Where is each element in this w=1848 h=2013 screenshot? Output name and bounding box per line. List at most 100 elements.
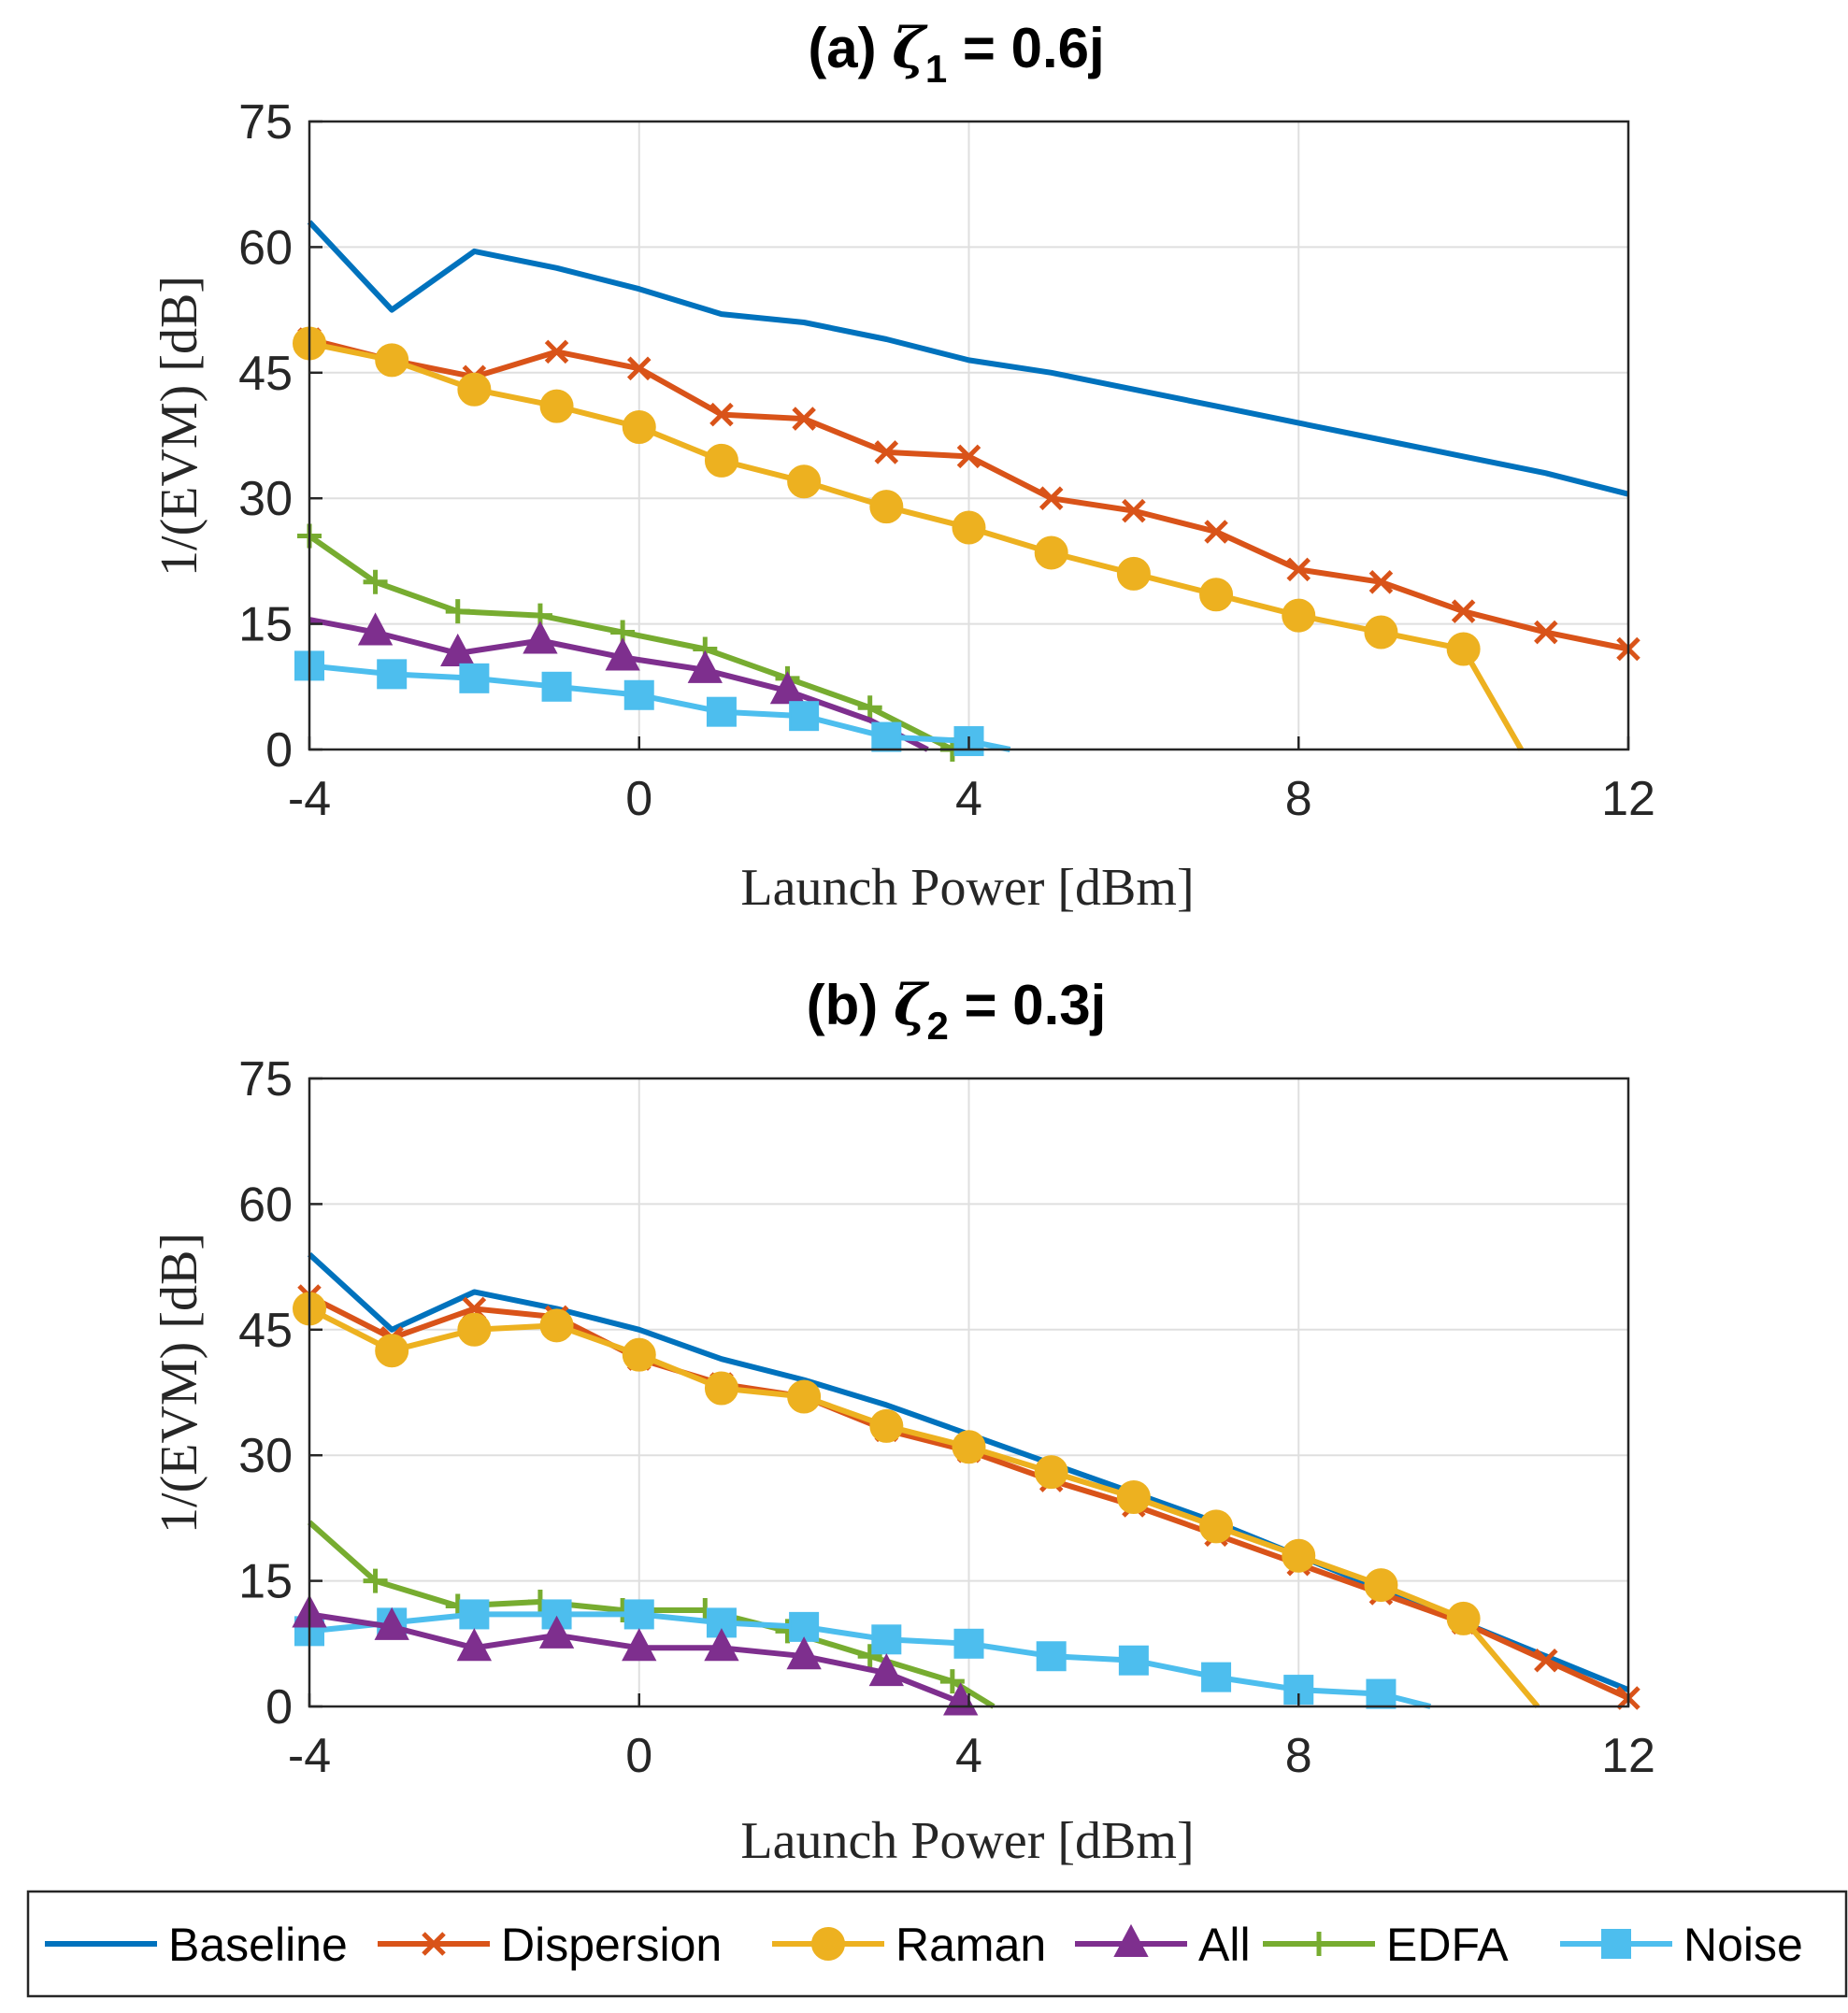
chart-b-noise-point [1118, 1645, 1149, 1676]
chart-a-grid [308, 121, 1629, 750]
chart-a-xtick-label: 4 [955, 772, 982, 826]
chart-b-raman-point [539, 1308, 574, 1343]
chart-b-raman-point [622, 1337, 656, 1372]
chart-b-raman-point [1034, 1455, 1068, 1490]
chart-b-dispersion-point [1534, 1648, 1558, 1673]
chart-a-dispersion-point [956, 444, 981, 469]
legend-edfa-label: EDFA [1386, 1919, 1509, 1971]
chart-a-all-point [769, 671, 806, 705]
chart-a-dispersion-point [544, 339, 569, 364]
chart-b-raman-point [952, 1430, 986, 1464]
chart-a-series-raman [293, 326, 1525, 751]
chart-a-raman-point [457, 372, 492, 407]
chart-a-raman-point [1364, 615, 1398, 650]
chart-a-raman-point [539, 389, 574, 423]
chart-b-title: (b) ζ2 = 0.3j [807, 973, 1107, 1048]
chart-b-ytick-label: 15 [238, 1555, 293, 1609]
chart-a-xtick-label: -4 [288, 772, 331, 826]
chart-b-raman-point [1364, 1568, 1398, 1603]
chart-b-xlabel: Launch Power [dBm] [740, 1812, 1194, 1870]
legend-box [26, 1890, 1848, 1998]
chart-a-all-point [687, 650, 723, 683]
chart-a-all-point [523, 621, 558, 654]
chart-b-raman-point [457, 1312, 492, 1347]
chart-a-ytick-label: 60 [238, 221, 293, 275]
chart-a-raman-point [1446, 632, 1481, 666]
chart-b-raman-point [375, 1334, 409, 1368]
chart-a-raman-point [869, 490, 904, 524]
chart-a-baseline-line [307, 220, 1629, 497]
chart-b-xtick-label: -4 [288, 1729, 331, 1783]
chart-b-noise-point [1036, 1641, 1067, 1672]
chart-a-raman-point [952, 510, 986, 545]
legend-noise-marker [1601, 1929, 1631, 1959]
legend-edfa-marker [1307, 1932, 1331, 1956]
chart-b-series-raman [293, 1292, 1540, 1708]
chart-b-xtick-label: 8 [1285, 1729, 1312, 1783]
chart-b-xtick-label: 0 [625, 1729, 652, 1783]
chart-a-noise-point [459, 663, 490, 693]
chart-a-title: (a) ζ1 = 0.6j [808, 16, 1104, 91]
chart-a-raman-point [704, 443, 738, 478]
chart-a-dispersion-point [1368, 570, 1394, 594]
chart-b-edfa-point [939, 1669, 965, 1694]
chart-b-all-point [622, 1628, 657, 1662]
chart-b-edfa-line [308, 1520, 996, 1709]
chart-a-xtick-label: 0 [625, 772, 652, 826]
chart-a-ytick-label: 15 [238, 598, 293, 652]
chart-b-noise-point [1283, 1675, 1314, 1706]
legend-item-baseline: Baseline [45, 1919, 348, 1971]
chart-a-xtick-label: 12 [1601, 772, 1655, 826]
legend-noise-label: Noise [1683, 1919, 1803, 1971]
legend: Baseline Dispersion Raman All EDFA Noise [26, 1890, 1848, 1998]
chart-b-series-noise [294, 1599, 1432, 1709]
legend-raman-marker [811, 1927, 845, 1961]
chart-a-raman-point [375, 343, 409, 378]
chart-b-raman-line [308, 1306, 1540, 1708]
chart-b-series [292, 1251, 1640, 1716]
chart-a-series-baseline [307, 220, 1629, 497]
legend-all-label: All [1198, 1919, 1251, 1971]
chart-a-noise-point [706, 696, 737, 727]
chart-a-raman-point [787, 464, 822, 499]
chart-b-noise-point [953, 1628, 984, 1659]
chart-b-raman-point [1116, 1480, 1151, 1514]
chart-a-noise-line [308, 663, 1011, 752]
chart-b-noise-point [871, 1624, 902, 1655]
chart-a-raman-point [1034, 535, 1068, 570]
legend-dispersion-marker [422, 1932, 446, 1956]
legend-item-raman: Raman [772, 1919, 1046, 1971]
chart-b-all-point [868, 1653, 904, 1687]
chart-b-noise-point [1366, 1678, 1397, 1709]
chart-b-ytick-label: 30 [238, 1429, 293, 1483]
chart-a-noise-point [871, 721, 902, 752]
chart-b-ytick-label: 60 [238, 1178, 293, 1232]
chart-a-xlabel: Launch Power [dBm] [740, 859, 1194, 917]
chart-b-raman-point [1282, 1538, 1316, 1573]
chart-a-ytick-label: 30 [238, 472, 293, 526]
chart-b-edfa-point [857, 1644, 882, 1669]
chart-b-all-point [538, 1615, 575, 1649]
chart-a-dispersion-point [874, 440, 899, 464]
chart-b-noise-point [1201, 1662, 1232, 1692]
chart-a-dispersion-point [1286, 557, 1311, 582]
chart-a-edfa-point [857, 695, 882, 721]
chart-b-xtick-label: 12 [1601, 1729, 1655, 1783]
chart-a-ytick-label: 0 [265, 723, 293, 778]
chart-a-dispersion-point [1122, 498, 1146, 523]
chart-a-noise-point [789, 701, 820, 732]
chart-a-dispersion-point [1451, 599, 1476, 623]
chart-a-dispersion-point [1204, 520, 1228, 544]
chart-a-noise-point [541, 671, 572, 702]
chart-b-ytick-label: 75 [238, 1052, 293, 1106]
legend-all-marker [1113, 1923, 1149, 1957]
legend-item-all: All [1075, 1919, 1251, 1971]
chart-a-series-noise [294, 650, 1011, 757]
chart-a-xtick-label: 8 [1285, 772, 1312, 826]
legend-item-dispersion: Dispersion [378, 1919, 722, 1971]
chart-a-all-point [440, 633, 476, 666]
